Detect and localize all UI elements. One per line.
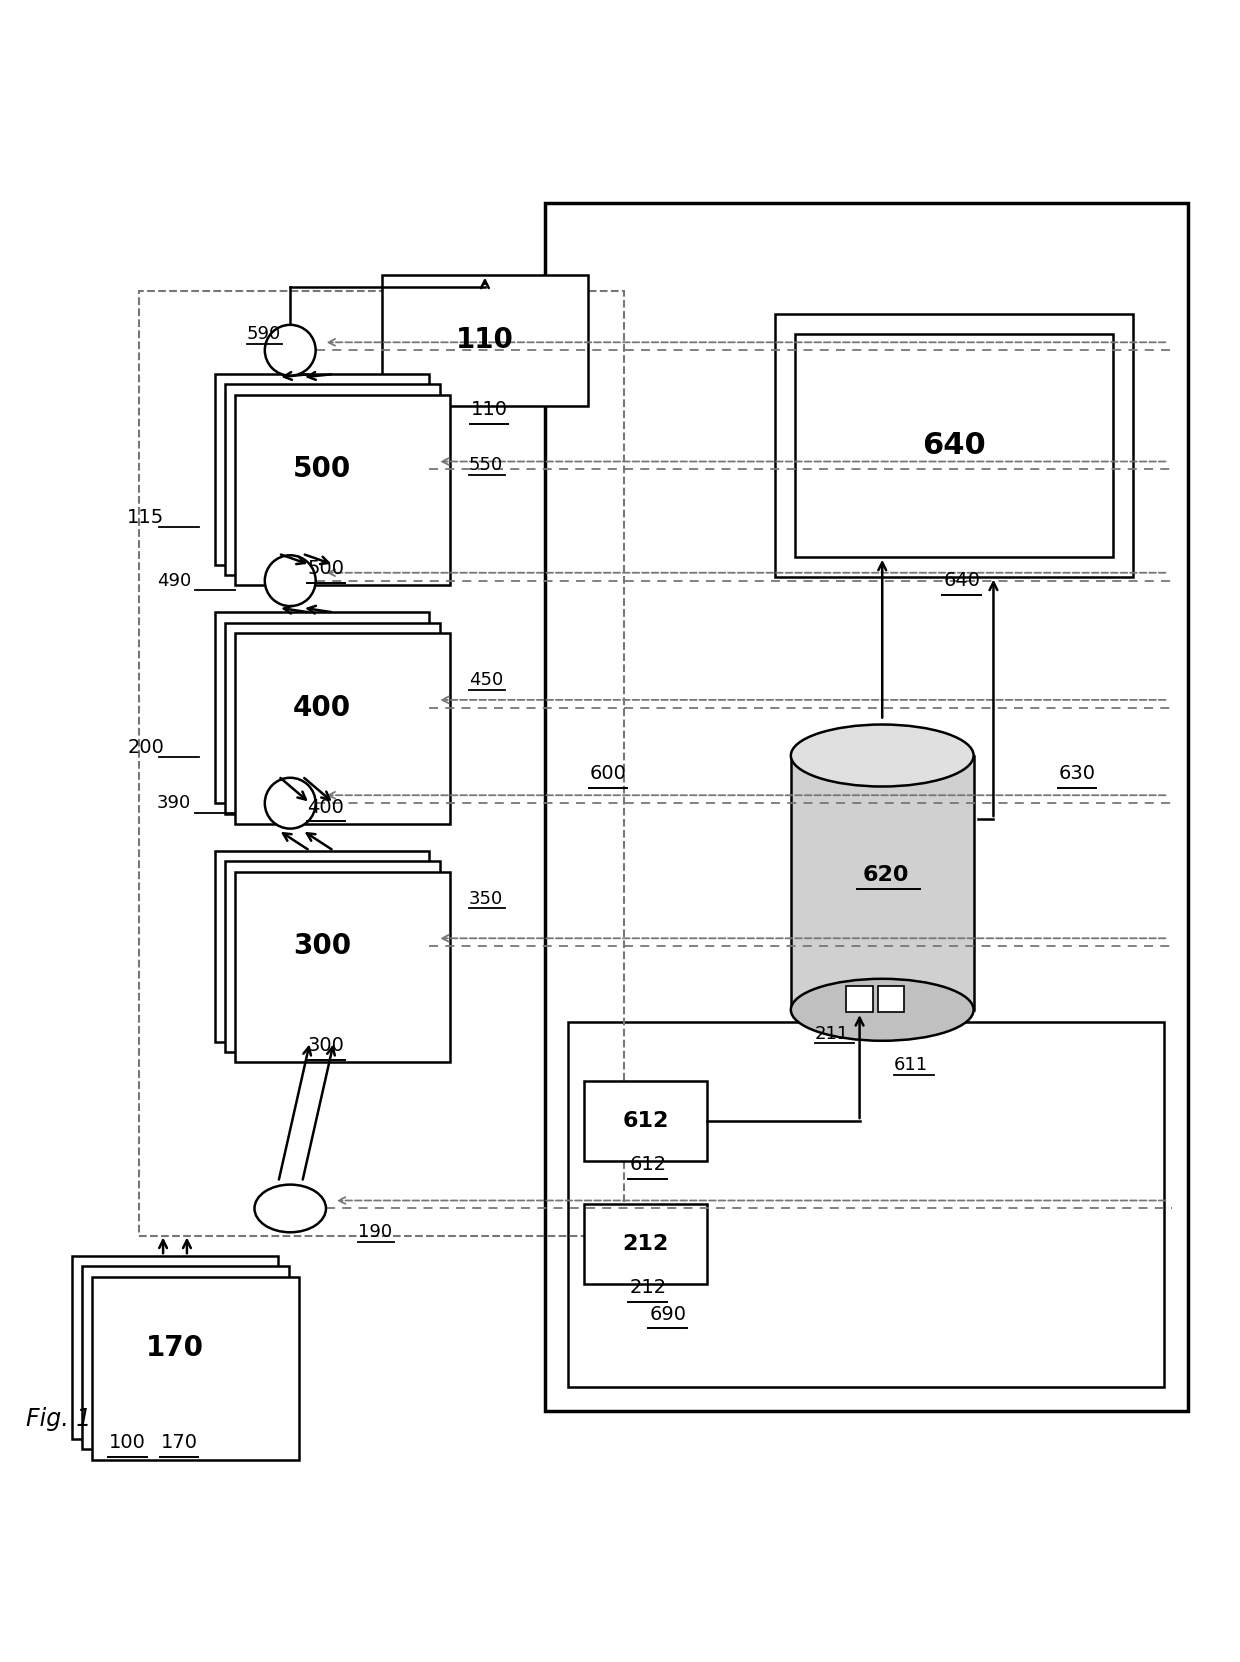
Text: 620: 620 xyxy=(863,864,909,884)
Bar xyxy=(226,861,440,1052)
Text: 450: 450 xyxy=(469,671,503,690)
Bar xyxy=(82,1266,289,1449)
Text: 600: 600 xyxy=(590,765,626,783)
Bar xyxy=(215,374,429,565)
Text: 612: 612 xyxy=(622,1110,670,1132)
Bar xyxy=(878,986,904,1012)
Bar xyxy=(584,1205,707,1285)
Text: 170: 170 xyxy=(146,1333,205,1361)
Text: 611: 611 xyxy=(894,1057,929,1074)
Text: 211: 211 xyxy=(815,1025,849,1042)
Text: 100: 100 xyxy=(109,1433,146,1453)
Text: 115: 115 xyxy=(128,507,165,527)
Bar xyxy=(236,396,450,585)
Text: 640: 640 xyxy=(944,572,980,590)
Text: 212: 212 xyxy=(629,1278,666,1298)
Text: 400: 400 xyxy=(308,798,345,816)
Text: 550: 550 xyxy=(469,457,503,474)
Text: 200: 200 xyxy=(128,738,164,758)
Text: 500: 500 xyxy=(293,455,351,484)
Text: 612: 612 xyxy=(629,1155,666,1175)
Ellipse shape xyxy=(791,725,973,786)
Text: 110: 110 xyxy=(456,326,513,354)
Bar xyxy=(544,203,1188,1411)
Text: 590: 590 xyxy=(247,326,280,344)
Text: 110: 110 xyxy=(470,401,507,419)
Text: 190: 190 xyxy=(358,1223,392,1242)
Bar xyxy=(795,334,1112,557)
Text: 300: 300 xyxy=(293,932,351,961)
Bar xyxy=(226,623,440,813)
Text: 630: 630 xyxy=(1059,765,1095,783)
Bar xyxy=(215,613,429,803)
Bar xyxy=(139,291,624,1237)
Text: 390: 390 xyxy=(156,794,191,813)
Bar xyxy=(226,384,440,575)
Text: 300: 300 xyxy=(308,1035,345,1055)
Text: 490: 490 xyxy=(156,572,191,590)
Ellipse shape xyxy=(254,1185,326,1232)
Bar xyxy=(847,986,873,1012)
Text: Fig. 1: Fig. 1 xyxy=(26,1408,92,1431)
Ellipse shape xyxy=(791,979,973,1040)
Bar xyxy=(382,274,588,406)
Text: 640: 640 xyxy=(921,430,986,460)
Text: 400: 400 xyxy=(293,693,351,721)
Bar xyxy=(92,1276,299,1459)
Circle shape xyxy=(265,555,316,607)
Circle shape xyxy=(265,324,316,376)
Bar xyxy=(568,1022,1164,1388)
Bar xyxy=(775,314,1132,577)
Text: 350: 350 xyxy=(469,889,503,907)
Text: 170: 170 xyxy=(160,1433,197,1453)
Bar xyxy=(791,756,973,1010)
Bar xyxy=(215,851,429,1042)
Bar xyxy=(72,1256,278,1439)
Bar xyxy=(236,633,450,824)
Text: 690: 690 xyxy=(650,1305,686,1323)
Text: 212: 212 xyxy=(622,1235,668,1255)
Bar xyxy=(584,1082,707,1160)
Circle shape xyxy=(265,778,316,829)
Text: 500: 500 xyxy=(308,560,345,578)
Bar xyxy=(236,871,450,1062)
